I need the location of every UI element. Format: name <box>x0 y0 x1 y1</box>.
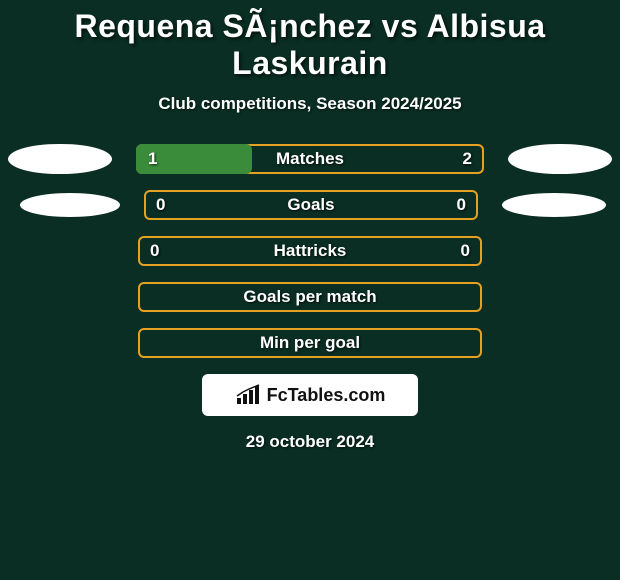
bar-value-left: 1 <box>148 149 157 169</box>
stat-row-hattricks: 0 Hattricks 0 <box>0 236 620 266</box>
bar-label: Min per goal <box>260 333 360 353</box>
comparison-chart: 1 Matches 2 0 Goals 0 0 Hattricks 0 <box>0 144 620 358</box>
stat-row-goals-per-match: Goals per match <box>0 282 620 312</box>
comparison-title: Requena SÃ¡nchez vs Albisua Laskurain <box>0 0 620 82</box>
club-left-avatar <box>20 193 120 217</box>
source-badge: FcTables.com <box>202 374 418 416</box>
stat-row-min-per-goal: Min per goal <box>0 328 620 358</box>
player-right-avatar <box>508 144 612 174</box>
stat-row-matches: 1 Matches 2 <box>0 144 620 174</box>
bar-goals: 0 Goals 0 <box>144 190 478 220</box>
bar-value-left: 0 <box>156 195 165 215</box>
club-right-avatar <box>502 193 606 217</box>
comparison-subtitle: Club competitions, Season 2024/2025 <box>0 94 620 114</box>
bar-min-per-goal: Min per goal <box>138 328 482 358</box>
bar-value-right: 0 <box>457 195 466 215</box>
player-left-avatar <box>8 144 112 174</box>
bar-label: Goals <box>287 195 334 215</box>
bar-label: Matches <box>276 149 344 169</box>
chart-icon <box>235 384 261 406</box>
bar-label: Hattricks <box>274 241 347 261</box>
bar-hattricks: 0 Hattricks 0 <box>138 236 482 266</box>
bar-label: Goals per match <box>243 287 376 307</box>
bar-value-right: 2 <box>463 149 472 169</box>
bar-goals-per-match: Goals per match <box>138 282 482 312</box>
bar-matches: 1 Matches 2 <box>136 144 484 174</box>
stat-row-goals: 0 Goals 0 <box>0 190 620 220</box>
bar-value-left: 0 <box>150 241 159 261</box>
source-badge-text: FcTables.com <box>267 385 386 406</box>
comparison-date: 29 october 2024 <box>0 432 620 452</box>
bar-value-right: 0 <box>461 241 470 261</box>
